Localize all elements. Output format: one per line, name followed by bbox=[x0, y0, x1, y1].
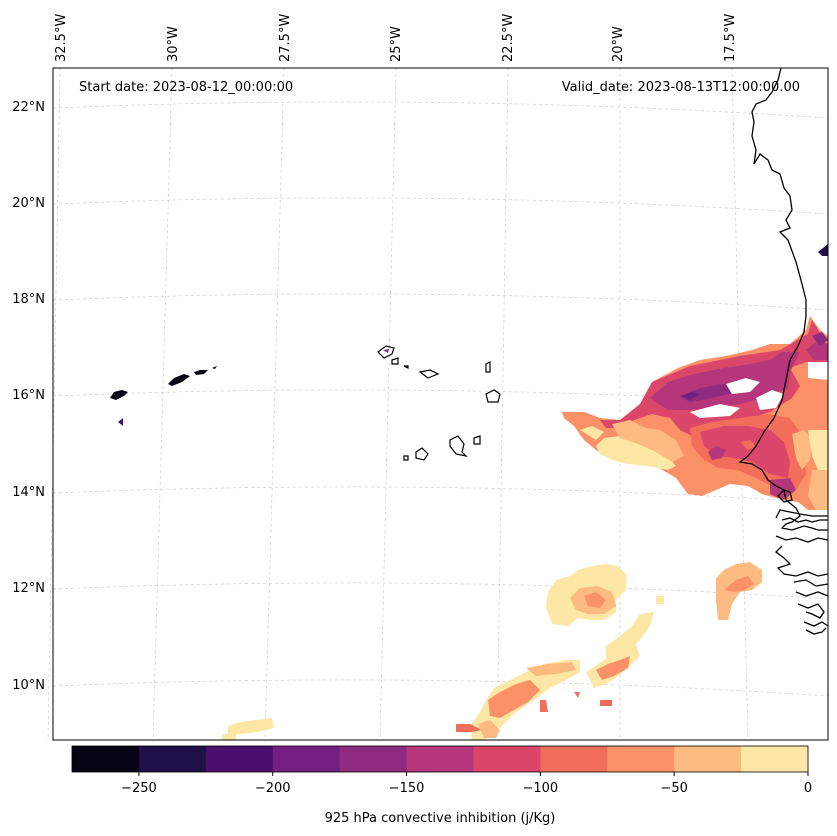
cin-patch bbox=[792, 430, 812, 470]
cin-patch bbox=[574, 692, 580, 698]
cin-patch bbox=[606, 612, 654, 664]
colorbar-swatch bbox=[741, 746, 809, 772]
cin-patch bbox=[526, 662, 576, 676]
valid-date-label: Valid_date: 2023-08-13T12:00:00.00 bbox=[562, 80, 800, 95]
colorbar-swatch bbox=[540, 746, 608, 772]
island-santiago bbox=[449, 435, 468, 457]
colorbar-tick-label: −100 bbox=[523, 781, 559, 796]
lat-label: 18°N bbox=[12, 292, 45, 307]
map-frame bbox=[52, 67, 829, 741]
colorbar-swatch bbox=[473, 746, 541, 772]
colorbar-swatch bbox=[272, 746, 341, 772]
cin-patch bbox=[818, 244, 828, 256]
colorbar-tick-label: −150 bbox=[389, 781, 425, 796]
cin-patch bbox=[584, 592, 606, 608]
cin-patch bbox=[808, 430, 828, 470]
lat-label: 10°N bbox=[12, 678, 45, 693]
cin-patch bbox=[812, 332, 828, 346]
cin-patch bbox=[680, 392, 700, 400]
graticule bbox=[47, 67, 829, 741]
lon-label: 22.5°W bbox=[501, 14, 516, 62]
coastline-africa bbox=[738, 67, 829, 635]
cin-patch bbox=[118, 418, 123, 426]
island-sal bbox=[485, 361, 491, 373]
colorbar-title: 925 hPa convective inhibition (j/Kg) bbox=[325, 811, 556, 826]
lon-label: 17.5°W bbox=[723, 14, 738, 62]
cin-patch bbox=[808, 470, 828, 510]
cin-hole bbox=[726, 378, 760, 394]
cin-patch bbox=[228, 718, 274, 736]
colorbar-swatch bbox=[674, 746, 742, 772]
cin-patch bbox=[740, 440, 756, 450]
cin-patch bbox=[656, 596, 664, 604]
cin-hole bbox=[690, 404, 740, 418]
island-maio bbox=[473, 435, 481, 445]
lon-label: 32.5°W bbox=[54, 14, 69, 62]
lat-label: 14°N bbox=[12, 485, 45, 500]
colorbar-tick-label: −250 bbox=[121, 781, 157, 796]
cin-patch bbox=[724, 576, 754, 592]
colorbar-swatch bbox=[138, 746, 207, 772]
cin-patch bbox=[540, 700, 548, 712]
cin-patch bbox=[456, 724, 482, 732]
lat-label: 12°N bbox=[12, 581, 45, 596]
cin-patch bbox=[806, 340, 828, 360]
cin-patch bbox=[596, 436, 676, 470]
colorbar: −250 −200 −150 −100 −50 0 bbox=[71, 745, 812, 796]
island-santo-antao bbox=[377, 345, 395, 359]
cin-patch bbox=[612, 420, 684, 462]
cin-patch bbox=[478, 720, 500, 738]
colorbar-swatch bbox=[339, 746, 408, 772]
cape-verde-islands bbox=[377, 345, 501, 461]
cin-patch bbox=[222, 734, 236, 740]
cin-patch bbox=[488, 680, 540, 718]
lon-label: 20°W bbox=[611, 26, 626, 62]
colorbar-tick-label: 0 bbox=[804, 781, 812, 796]
colorbar-frame bbox=[71, 745, 809, 773]
cin-patch bbox=[212, 366, 217, 369]
cin-patch bbox=[580, 426, 604, 440]
colorbar-swatch bbox=[72, 746, 140, 772]
latitude-labels: 22°N 20°N 18°N 16°N 14°N 12°N 10°N bbox=[12, 100, 45, 693]
cin-patch bbox=[383, 349, 389, 353]
cin-patch bbox=[708, 446, 726, 460]
island-brava bbox=[403, 455, 409, 461]
cin-patch bbox=[700, 426, 790, 478]
island-boa-vista bbox=[485, 389, 501, 403]
start-date-label: Start date: 2023-08-12_00:00:00 bbox=[79, 80, 293, 95]
island-sao-vicente bbox=[391, 357, 399, 365]
cin-patch bbox=[194, 370, 208, 375]
colorbar-swatch bbox=[406, 746, 474, 772]
lon-label: 27.5°W bbox=[278, 14, 293, 62]
island-fogo bbox=[415, 447, 429, 461]
island-santa-luzia bbox=[403, 365, 409, 369]
cin-patch bbox=[600, 700, 612, 706]
lon-label: 25°W bbox=[389, 26, 404, 62]
longitude-labels: 32.5°W 30°W 27.5°W 25°W 22.5°W 20°W 17.5… bbox=[54, 14, 738, 62]
lon-label: 30°W bbox=[166, 26, 181, 62]
colorbar-tick-label: −200 bbox=[255, 781, 291, 796]
colorbar-swatch bbox=[205, 746, 274, 772]
colorbar-tick-label: −50 bbox=[660, 781, 687, 796]
colorbar-swatch bbox=[607, 746, 675, 772]
lat-label: 16°N bbox=[12, 388, 45, 403]
lat-label: 22°N bbox=[12, 100, 45, 115]
lat-label: 20°N bbox=[12, 196, 45, 211]
cin-hole bbox=[756, 390, 784, 410]
cin-patch bbox=[596, 656, 630, 680]
cin-patch bbox=[168, 374, 190, 386]
island-sao-nicolau bbox=[418, 369, 440, 379]
cin-patch bbox=[110, 390, 128, 400]
